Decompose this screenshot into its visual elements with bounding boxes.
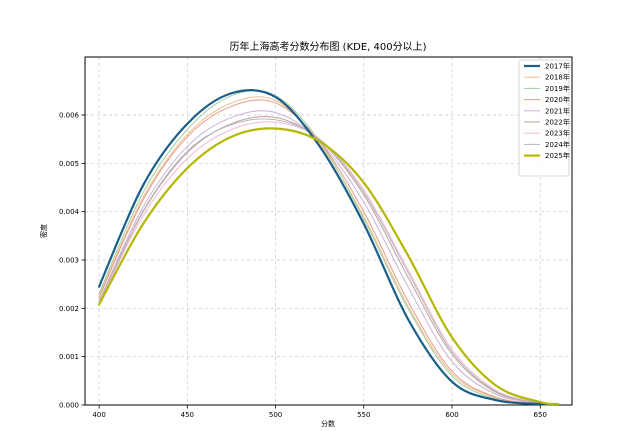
y-tick-label: 0.000 bbox=[59, 402, 79, 410]
ticks-layer: 400 450 500 550 600 650 0.000 0.001 0.002 0.003 0.… bbox=[59, 112, 547, 420]
legend-label: 2024年 bbox=[545, 140, 570, 149]
series-line-2 bbox=[98, 96, 559, 406]
legend-label: 2019年 bbox=[545, 84, 570, 93]
series-layer bbox=[98, 89, 559, 406]
legend-label: 2022年 bbox=[545, 118, 570, 127]
series-line-4 bbox=[98, 99, 559, 406]
legend-label: 2025年 bbox=[545, 151, 570, 160]
series-line-1 bbox=[98, 89, 559, 406]
legend-items: 2017年 2018年 2019年 2020年 2021年 2022年 2023年 2024年… bbox=[524, 62, 570, 160]
chart-title: 历年上海高考分数分布图 (KDE, 400分以上) bbox=[229, 40, 426, 53]
legend-label: 2023年 bbox=[545, 129, 570, 138]
legend-label: 2020年 bbox=[545, 95, 570, 104]
x-tick-label: 450 bbox=[181, 411, 194, 419]
y-tick-label: 0.002 bbox=[59, 305, 79, 313]
series-line-9 bbox=[98, 127, 559, 406]
x-tick-label: 650 bbox=[534, 411, 547, 419]
plot-frame bbox=[84, 56, 573, 406]
x-tick-label: 400 bbox=[92, 411, 105, 419]
legend-label: 2017年 bbox=[545, 62, 570, 71]
series-line-8 bbox=[98, 118, 559, 405]
x-axis-label: 分数 bbox=[321, 419, 335, 427]
y-tick-label: 0.005 bbox=[59, 160, 79, 168]
y-tick-label: 0.003 bbox=[59, 257, 79, 265]
legend: 2017年 2018年 2019年 2020年 2021年 2022年 2023年 2024年… bbox=[518, 59, 570, 177]
legend-label: 2018年 bbox=[545, 73, 570, 82]
x-tick-label: 550 bbox=[357, 411, 370, 419]
series-line-5 bbox=[98, 110, 559, 406]
x-tick-label: 500 bbox=[269, 411, 282, 419]
series-line-3 bbox=[98, 90, 559, 406]
x-tick-label: 600 bbox=[445, 411, 458, 419]
grid-layer bbox=[85, 57, 572, 406]
legend-label: 2021年 bbox=[545, 106, 570, 115]
y-tick-label: 0.001 bbox=[59, 353, 79, 361]
y-axis-label: 密度 bbox=[39, 224, 48, 238]
y-tick-label: 0.006 bbox=[59, 112, 80, 120]
legend-box bbox=[518, 59, 570, 177]
y-tick-label: 0.004 bbox=[59, 208, 80, 216]
series-line-7 bbox=[98, 121, 559, 405]
series-line-6 bbox=[98, 115, 559, 405]
